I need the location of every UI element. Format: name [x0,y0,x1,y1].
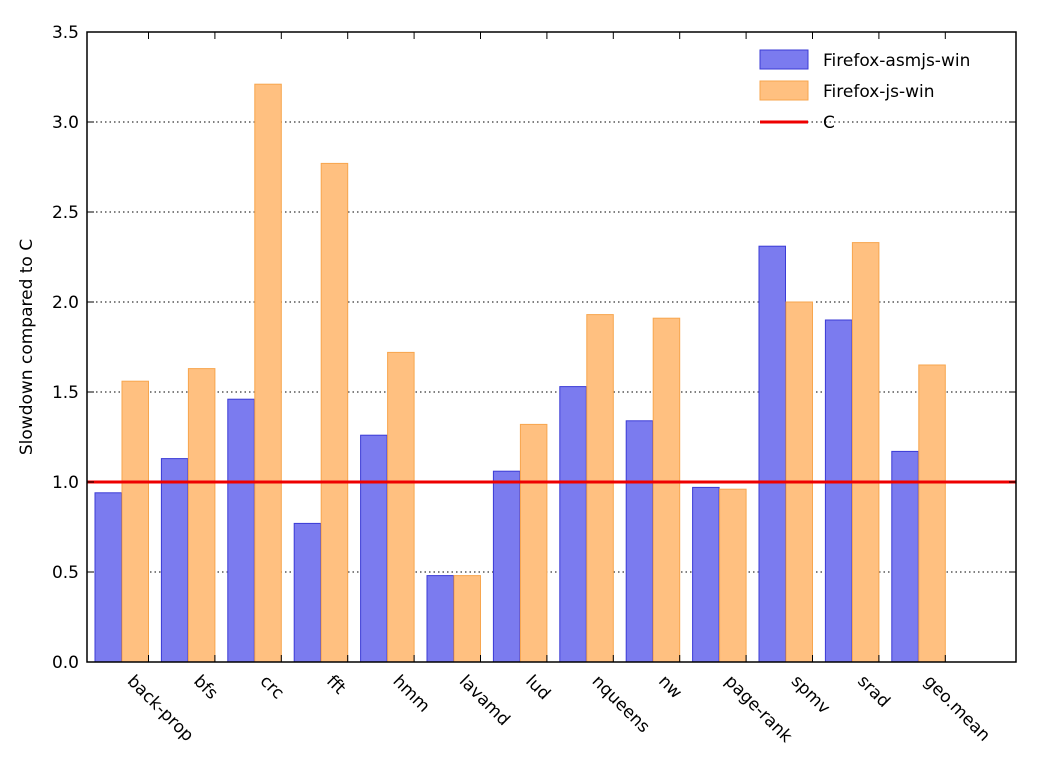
bar-js-page-rank [719,488,747,663]
bar-js-hmm [387,351,415,663]
legend-swatch [759,49,809,70]
bar-asmjs-back-prop [94,492,122,663]
y-tick-label: 0.0 [52,653,79,673]
bar-js-back-prop [121,380,149,663]
x-tick-label: page-rank [721,671,797,747]
y-tick-label: 1.5 [52,383,79,403]
bar-js-srad [851,242,880,663]
x-tick-label: spmv [787,671,834,718]
y-axis: 0.0 0.5 1.0 1.5 2.0 2.5 3.0 3.5 [52,23,1016,673]
x-tick-label: nqueens [588,671,654,737]
x-tick-label: lavamd [455,671,514,730]
legend-swatch [759,80,809,101]
bar-asmjs-fft [293,522,322,663]
bar-js-lavamd [453,575,481,663]
legend-label: Firefox-js-win [823,82,935,102]
x-tick-label: nw [654,671,686,703]
y-tick-label: 3.5 [52,23,79,43]
x-tick-label: lud [521,671,554,704]
y-tick-label: 2.5 [52,203,79,223]
x-tick-label: geo.mean [920,671,994,745]
legend: Firefox-asmjs-win Firefox-js-win C [759,49,970,133]
bar-asmjs-page-rank [692,486,720,663]
y-tick-label: 2.0 [52,293,79,313]
bar-asmjs-hmm [360,434,388,663]
x-tick-label: back-prop [123,671,197,745]
x-tick-label: bfs [189,671,221,703]
bar-js-fft [320,162,349,663]
legend-label: Firefox-asmjs-win [823,51,970,71]
bar-asmjs-nqueens [559,386,587,663]
bar-asmjs-srad [824,319,853,663]
y-tick-label: 1.0 [52,473,79,493]
plot-frame [86,31,1017,663]
bar-js-crc [254,83,282,663]
bar-js-lud [519,423,548,663]
bar-asmjs-crc [227,398,255,663]
bar-asmjs-lud [492,470,521,663]
x-tick-label: crc [256,671,288,703]
bar-js-nw [652,317,681,663]
legend-label: C [823,113,835,133]
y-tick-label: 3.0 [52,113,79,133]
x-tick-label: fft [322,671,349,698]
bar-asmjs-spmv [758,245,786,663]
x-tick-label: srad [853,671,893,711]
bar-asmjs-nw [625,420,654,663]
y-axis-label: Slowdown compared to C [17,239,37,455]
bar-js-nqueens [586,314,614,663]
x-tick-label: hmm [389,671,434,716]
bar-js-bfs [187,368,216,663]
bar-asmjs-bfs [160,458,189,663]
bar-js-geo.mean [918,364,946,663]
y-tick-label: 0.5 [52,563,79,583]
bar-asmjs-lavamd [426,575,454,663]
bars [94,83,946,663]
